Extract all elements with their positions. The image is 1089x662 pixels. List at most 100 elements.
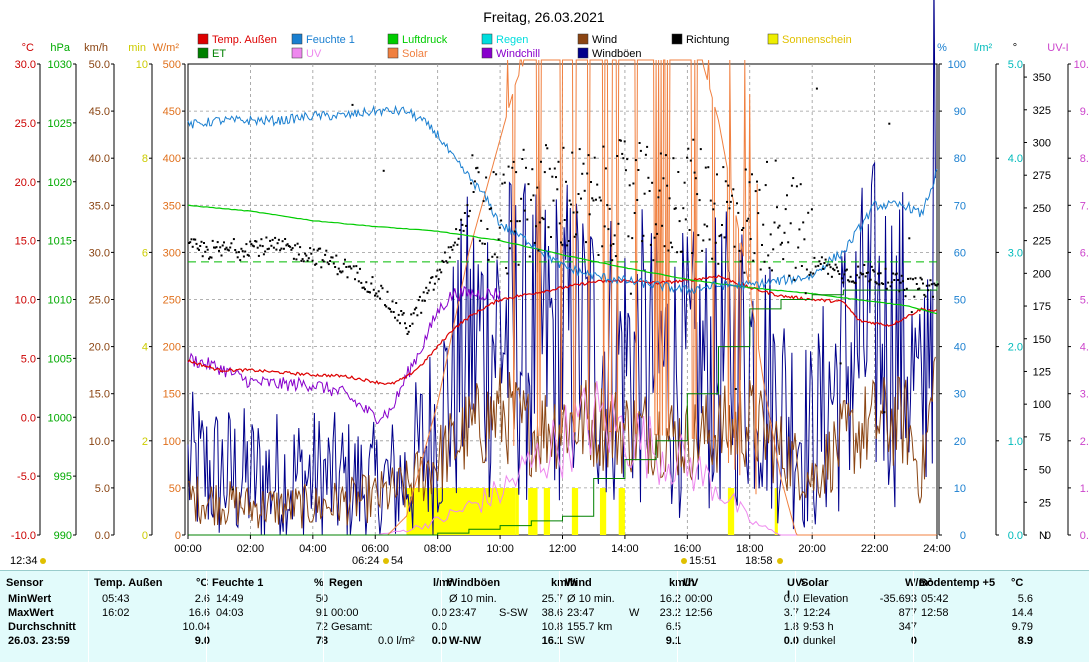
left-axis-tick-label: 990 [54, 530, 72, 542]
direction-point [193, 238, 195, 241]
direction-point [565, 180, 567, 183]
direction-point [900, 274, 903, 277]
direction-point [361, 286, 364, 289]
direction-point [701, 249, 704, 252]
left-axis-tick-label: 20.0 [89, 342, 110, 354]
direction-point [633, 212, 636, 214]
sunshine-bar [599, 488, 607, 535]
direction-point [377, 290, 380, 293]
direction-point [246, 253, 249, 256]
direction-point [637, 169, 640, 171]
direction-point [402, 312, 405, 315]
direction-point [850, 280, 853, 283]
direction-point [925, 284, 928, 287]
direction-point [526, 218, 529, 221]
table-column-header: Feuchte 1 [212, 577, 264, 589]
right-axis-tick-label: 300 [1033, 138, 1051, 150]
direction-point [420, 311, 423, 314]
direction-point [634, 159, 637, 162]
right-axis-tick-label: 20 [954, 436, 966, 448]
legend-swatch [481, 33, 493, 45]
direction-point [285, 244, 288, 247]
direction-point [267, 247, 270, 250]
direction-point [682, 207, 685, 210]
direction-point [714, 241, 717, 244]
direction-point [857, 265, 860, 268]
direction-point [596, 183, 599, 186]
direction-point [508, 247, 511, 250]
direction-point [619, 139, 622, 142]
time-marker-label: 12:34 [10, 555, 38, 567]
direction-point [883, 411, 886, 414]
direction-point [815, 87, 818, 90]
table-cell: 12:56 [685, 607, 713, 619]
right-axis-tick-label: 7.0 [1080, 200, 1089, 212]
direction-point [882, 283, 885, 285]
direction-point [498, 226, 501, 229]
direction-point [885, 287, 888, 290]
right-axis-unit: ° [1013, 42, 1017, 54]
direction-point [624, 169, 627, 172]
direction-point [595, 198, 597, 201]
direction-point [311, 259, 314, 262]
direction-point [689, 159, 692, 162]
direction-point [862, 273, 865, 276]
direction-point [808, 273, 811, 276]
direction-point [486, 228, 489, 230]
direction-point [512, 160, 515, 163]
direction-point [679, 250, 682, 253]
direction-point [833, 269, 836, 272]
right-axis-tick-label: 75 [1039, 432, 1051, 444]
direction-point [928, 284, 931, 287]
direction-point [386, 290, 389, 293]
direction-point [342, 262, 345, 265]
direction-point [551, 175, 554, 178]
direction-point [872, 269, 875, 272]
direction-point [788, 274, 791, 277]
direction-point [553, 167, 556, 170]
direction-point [364, 288, 366, 291]
direction-point [339, 270, 341, 273]
direction-point [884, 267, 887, 270]
direction-point [415, 306, 418, 309]
table-column: Bodentemp +5 °C 05:42 5.6 12:58 14.4 9.79 8.9 [913, 571, 1089, 662]
direction-point [820, 256, 823, 259]
direction-point [466, 204, 469, 207]
direction-point [651, 181, 654, 184]
direction-point [359, 267, 361, 270]
direction-point [242, 255, 245, 258]
direction-point [213, 246, 215, 249]
table-cell: 0.0 [431, 607, 447, 619]
direction-point [225, 246, 228, 249]
direction-point [778, 224, 781, 227]
direction-point [590, 181, 592, 183]
direction-point [779, 243, 782, 246]
direction-point [456, 243, 459, 246]
direction-point [540, 160, 542, 163]
left-axis-tick-label: 1000 [48, 412, 72, 424]
legend-swatch [387, 33, 399, 45]
direction-point [533, 241, 536, 244]
direction-point [832, 267, 835, 270]
direction-point [493, 253, 496, 256]
left-axis-tick-label: 1010 [48, 295, 72, 307]
left-axis-tick-label: 1005 [48, 353, 72, 365]
right-axis-tick-label: 1.0 [1008, 436, 1023, 448]
x-tick-label: 10:00 [486, 543, 514, 555]
direction-point [455, 228, 458, 231]
direction-point [372, 288, 375, 291]
direction-point [661, 224, 664, 227]
direction-point [937, 283, 939, 286]
table-cell: Elevation [803, 593, 849, 605]
direction-point [903, 288, 906, 291]
direction-point [799, 183, 802, 186]
right-axis-tick-label: 5.0 [1080, 295, 1089, 307]
chart-annotations: 12:34 06:24 54 15:51 18:58 [10, 555, 783, 567]
legend-label: Windböen [592, 48, 642, 60]
direction-point [741, 229, 743, 231]
direction-point [275, 248, 278, 251]
direction-point [704, 166, 707, 169]
direction-point [389, 308, 391, 311]
table-column-unit: km/h [551, 577, 577, 589]
direction-point [251, 244, 254, 247]
